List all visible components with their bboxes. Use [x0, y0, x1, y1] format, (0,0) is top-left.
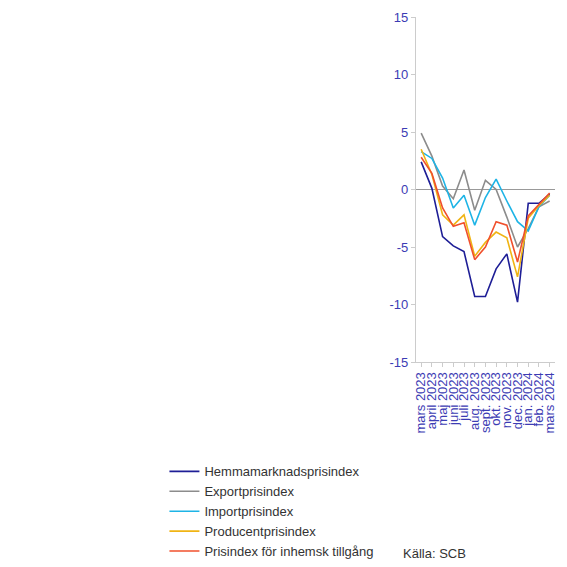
svg-text:april 2023: april 2023 [424, 372, 439, 429]
svg-text:feb. 2024: feb. 2024 [531, 372, 546, 426]
svg-text:sept. 2023: sept. 2023 [478, 372, 493, 433]
svg-text:juli 2023: juli 2023 [456, 372, 471, 421]
svg-text:maj 2023: maj 2023 [435, 372, 450, 425]
svg-text:Prisindex för inhemsk tillgång: Prisindex för inhemsk tillgång [204, 544, 373, 559]
svg-text:aug. 2023: aug. 2023 [467, 372, 482, 430]
svg-text:Importprisindex: Importprisindex [204, 504, 293, 519]
svg-text:dec. 2023: dec. 2023 [510, 372, 525, 429]
svg-text:jan. 2024: jan. 2024 [520, 372, 535, 427]
svg-text:nov. 2023: nov. 2023 [499, 372, 514, 428]
svg-text:Exportprisindex: Exportprisindex [204, 484, 294, 499]
svg-text:-15: -15 [389, 355, 408, 370]
svg-text:5: 5 [401, 125, 408, 140]
svg-text:Hemmamarknadsprisindex: Hemmamarknadsprisindex [204, 464, 359, 479]
svg-text:juni 2023: juni 2023 [446, 372, 461, 426]
svg-text:15: 15 [394, 10, 408, 25]
svg-text:-5: -5 [397, 240, 409, 255]
svg-text:10: 10 [394, 67, 408, 82]
svg-text:-10: -10 [389, 297, 408, 312]
svg-text:mars 2024: mars 2024 [542, 372, 557, 433]
svg-text:Producentprisindex: Producentprisindex [204, 524, 316, 539]
svg-text:mars 2023: mars 2023 [413, 372, 428, 433]
svg-text:Källa: SCB: Källa: SCB [403, 546, 466, 561]
svg-text:okt. 2023: okt. 2023 [488, 372, 503, 426]
svg-text:0: 0 [401, 182, 408, 197]
